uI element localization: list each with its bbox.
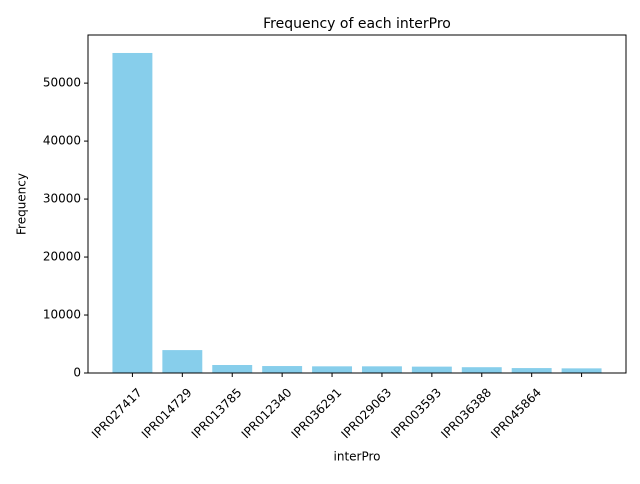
bar: [411, 366, 452, 373]
x-tick-label: IPR045864: [488, 385, 544, 441]
y-tick-label: 40000: [43, 134, 81, 148]
bar: [162, 350, 203, 373]
bar: [461, 367, 502, 373]
x-tick-label: IPR036388: [438, 385, 494, 441]
x-tick-label: IPR013785: [189, 385, 245, 441]
x-tick-label: IPR003593: [388, 385, 444, 441]
y-tick-label: 30000: [43, 192, 81, 206]
y-tick-label: 0: [73, 366, 81, 380]
bar: [312, 366, 353, 373]
plot-frame: [87, 34, 627, 374]
x-axis-label: interPro: [334, 450, 381, 464]
bar: [361, 366, 402, 373]
x-tick-label: IPR036291: [289, 385, 345, 441]
y-tick-label: 50000: [43, 76, 81, 90]
bar: [262, 366, 303, 373]
x-tick-label: IPR014729: [139, 385, 195, 441]
bar: [561, 368, 602, 373]
x-tick-label: IPR029063: [338, 385, 394, 441]
x-tick-label: IPR012340: [239, 385, 295, 441]
y-tick-label: 10000: [43, 308, 81, 322]
chart-title: Frequency of each interPro: [263, 16, 451, 32]
bar: [511, 368, 552, 373]
bar: [212, 364, 253, 373]
y-axis-label: Frequency: [15, 173, 29, 235]
x-tick-label: IPR027417: [89, 385, 145, 441]
bar: [112, 52, 153, 373]
y-tick-label: 20000: [43, 250, 81, 264]
